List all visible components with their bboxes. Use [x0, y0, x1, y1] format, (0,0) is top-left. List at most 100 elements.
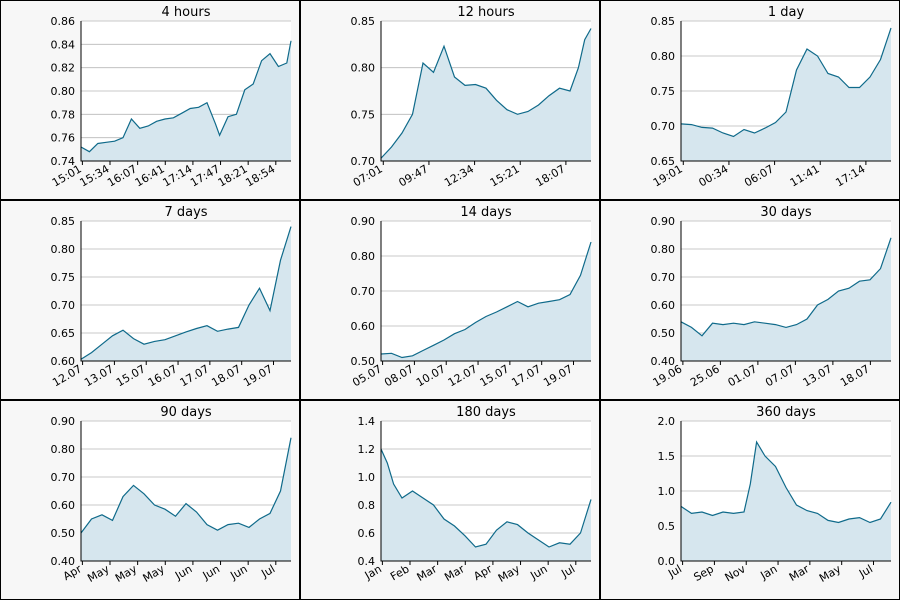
chart-panel: 360 days 0.0 0.5 1.0 1.5 2.0 Jul Sep Nov Jan Mar Ma… [600, 400, 900, 600]
x-tick-label: 17.07 [178, 362, 212, 389]
chart-title: 14 days [460, 205, 512, 220]
series-line [80, 226, 292, 360]
y-tick-label: 0.60 [51, 355, 76, 368]
x-tick-label: Mar [415, 562, 440, 584]
y-tick-label: 0.65 [51, 327, 76, 340]
axis-lines [680, 21, 891, 162]
x-tick-label: 11:41 [788, 162, 822, 189]
y-tick-label: 0.80 [651, 50, 676, 63]
y-tick-label: 0.60 [651, 299, 676, 312]
y-tick-label: 0.80 [51, 85, 76, 98]
series-line [680, 440, 892, 524]
series-line [680, 27, 892, 138]
axis-lines [680, 421, 891, 562]
axis-lines [380, 221, 591, 362]
x-tick-label: Mar [442, 562, 467, 584]
y-tick-label: 0.40 [651, 355, 676, 368]
y-tick-label: 0.90 [651, 215, 676, 228]
x-tick-label: Feb [388, 562, 411, 583]
y-tick-label: 0.0 [658, 555, 676, 568]
x-tick-label: May [113, 562, 140, 585]
y-tick-label: 0.70 [651, 120, 676, 133]
x-tick-label: Apr [471, 562, 494, 583]
y-tick-label: 0.85 [51, 215, 76, 228]
x-tick-label: 17:47 [188, 162, 222, 189]
chart-panel: 4 hours 0.74 0.76 0.78 0.80 0.82 0.84 0.86 15:01… [0, 0, 300, 200]
x-tick-label: 10.07 [414, 362, 448, 389]
y-tick-label: 0.85 [651, 15, 676, 28]
y-tick-label: 0.84 [51, 38, 76, 51]
series-area [681, 28, 891, 161]
x-tick-label: 13.07 [801, 362, 835, 389]
chart-title: 7 days [164, 205, 207, 220]
x-tick-label: Jan [757, 562, 779, 582]
y-tick-label: 0.76 [51, 132, 76, 145]
chart-title: 90 days [160, 405, 212, 420]
x-tick-label: 09:47 [396, 162, 430, 189]
x-tick-label: 17:14 [833, 162, 867, 189]
chart-svg: 14 days0.500.600.700.800.9005.0708.0710.… [350, 205, 592, 389]
x-tick-label: 15.07 [114, 362, 148, 389]
x-tick-label: Jul [665, 562, 684, 580]
y-tick-label: 0.80 [51, 243, 76, 256]
x-tick-label: 25.06 [688, 362, 722, 389]
series-line [380, 448, 592, 548]
series-area [381, 242, 591, 361]
x-tick-label: 07.07 [763, 362, 797, 389]
x-tick-label: 12.07 [446, 362, 480, 389]
series-area [681, 442, 891, 561]
x-tick-label: 18:07 [533, 162, 567, 189]
x-tick-label: 15:34 [78, 162, 112, 189]
chart-title: 1 day [768, 5, 805, 20]
y-tick-label: 0.82 [51, 62, 76, 75]
y-tick-label: 0.50 [351, 355, 376, 368]
y-tick-label: 0.50 [51, 527, 76, 540]
series-area [381, 449, 591, 561]
x-tick-label: 15:21 [488, 162, 522, 189]
chart-panel: 12 hours 0.70 0.75 0.80 0.85 07:01 09:47 12:34 1… [300, 0, 600, 200]
y-tick-label: 0.65 [651, 155, 676, 168]
x-tick-label: 18:54 [243, 162, 277, 189]
y-tick-label: 0.86 [51, 15, 76, 28]
chart-panel: 7 days 0.60 0.65 0.70 0.75 0.80 0.85 12.07 13.07… [0, 200, 300, 400]
x-tick-label: 17:14 [160, 162, 194, 189]
x-tick-label: 18:21 [216, 162, 250, 189]
y-tick-label: 1.5 [658, 450, 676, 463]
y-tick-label: 0.70 [351, 285, 376, 298]
x-tick-label: 12:34 [442, 162, 476, 189]
series-line [380, 28, 592, 159]
x-tick-label: 00:34 [696, 162, 730, 189]
series-area [81, 437, 291, 561]
x-tick-label: 16:41 [133, 162, 167, 189]
x-tick-label: 16:07 [105, 162, 139, 189]
y-tick-label: 0.70 [51, 299, 76, 312]
x-tick-label: Jul [856, 562, 875, 580]
series-line [80, 40, 292, 153]
y-tick-label: 1.2 [358, 443, 376, 456]
y-tick-label: 0.80 [51, 443, 76, 456]
axis-lines [80, 221, 291, 362]
x-tick-label: 19.07 [541, 362, 575, 389]
axis-lines [680, 221, 891, 362]
x-tick-label: Jun [527, 562, 549, 582]
chart-panel: 180 days 0.4 0.6 0.8 1.0 1.2 1.4 Jan Feb Mar Mar Ap… [300, 400, 600, 600]
y-tick-label: 0.74 [51, 155, 76, 168]
chart-title: 180 days [456, 405, 516, 420]
x-tick-label: 01.07 [726, 362, 760, 389]
y-tick-label: 0.80 [651, 243, 676, 256]
x-tick-label: May [141, 562, 168, 585]
chart-title: 12 hours [457, 5, 514, 20]
x-tick-label: May [817, 562, 844, 585]
x-tick-label: Jun [200, 562, 222, 582]
chart-svg: 4 hours0.740.760.780.800.820.840.8615:01… [50, 5, 292, 189]
x-tick-label: Jun [172, 562, 194, 582]
y-tick-label: 0.4 [358, 555, 376, 568]
y-tick-label: 0.85 [351, 15, 376, 28]
chart-panel: 1 day 0.65 0.70 0.75 0.80 0.85 19:01 00:34 06:07… [600, 0, 900, 200]
y-tick-label: 0.60 [51, 499, 76, 512]
